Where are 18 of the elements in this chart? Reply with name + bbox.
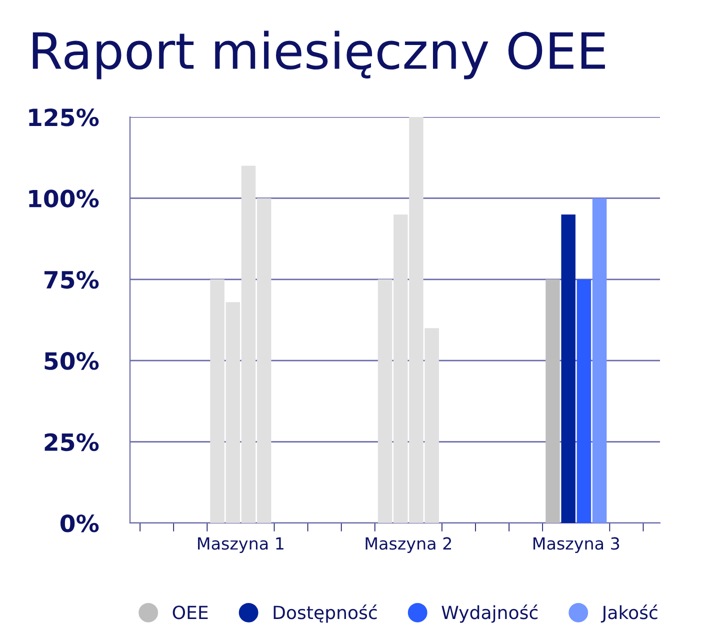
y-tick-label: 50%	[44, 352, 99, 370]
bar	[561, 214, 576, 523]
legend-label: Dostępność	[274, 604, 377, 623]
bar	[546, 279, 560, 523]
x-tick-label: Maszyna 2	[366, 537, 452, 554]
legend-label: Wydajność	[442, 604, 538, 623]
legend-label: Jakość	[600, 604, 658, 623]
y-tick-label: 100%	[29, 190, 99, 208]
chart-title: Raport miesięczny OEE	[32, 30, 605, 80]
x-tick-label: Maszyna 1	[198, 537, 284, 554]
bar	[592, 198, 607, 523]
y-tick-label: 0%	[60, 514, 99, 532]
y-tick-label: 125%	[29, 108, 99, 126]
legend-label: OEE	[172, 606, 208, 620]
y-tick-label: 25%	[44, 433, 99, 452]
x-tick-label: Maszyna 3	[533, 537, 620, 554]
y-tick-label: 75%	[44, 270, 99, 289]
bar	[576, 279, 592, 523]
